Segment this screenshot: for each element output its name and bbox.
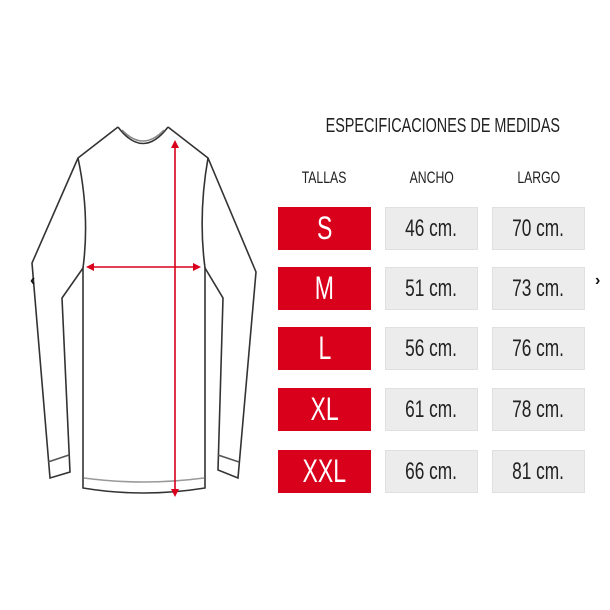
length-value: 81 cm. xyxy=(512,457,565,485)
prev-button[interactable]: ‹ xyxy=(30,272,35,290)
width-cell: 61 cm. xyxy=(385,388,478,431)
size-cell: XL xyxy=(278,388,371,431)
size-value: XXL xyxy=(302,453,347,489)
size-value: XL xyxy=(310,391,339,427)
length-value: 78 cm. xyxy=(512,395,565,423)
shirt-illustration xyxy=(31,126,257,497)
length-cell: 78 cm. xyxy=(492,388,585,431)
width-cell: 51 cm. xyxy=(385,267,478,310)
size-cell: M xyxy=(278,267,371,310)
chevron-left-icon: ‹ xyxy=(30,272,36,289)
width-value: 61 cm. xyxy=(405,395,458,423)
size-cell: L xyxy=(278,327,371,370)
width-value: 51 cm. xyxy=(405,274,458,302)
length-value: 76 cm. xyxy=(512,334,565,362)
width-cell: 46 cm. xyxy=(385,207,478,250)
shirt-outline xyxy=(31,126,257,494)
width-value: 46 cm. xyxy=(405,214,458,242)
length-cell: 70 cm. xyxy=(492,207,585,250)
length-cell: 73 cm. xyxy=(492,267,585,310)
size-value: S xyxy=(316,210,333,246)
chart-title: ESPECIFICACIONES DE MEDIDAS xyxy=(325,115,561,137)
measure-arrows xyxy=(86,140,201,497)
width-cell: 66 cm. xyxy=(385,450,478,493)
size-value: L xyxy=(318,330,331,366)
header-length: LARGO xyxy=(517,168,560,187)
width-value: 56 cm. xyxy=(405,334,458,362)
width-value: 66 cm. xyxy=(405,457,458,485)
length-value: 70 cm. xyxy=(512,214,565,242)
length-value: 73 cm. xyxy=(512,274,565,302)
length-cell: 76 cm. xyxy=(492,327,585,370)
size-value: M xyxy=(314,270,335,306)
next-button[interactable]: › xyxy=(595,272,600,290)
width-cell: 56 cm. xyxy=(385,327,478,370)
length-cell: 81 cm. xyxy=(492,450,585,493)
size-cell: XXL xyxy=(278,450,371,493)
header-width: ANCHO xyxy=(409,168,454,187)
chevron-right-icon: › xyxy=(595,272,601,289)
size-cell: S xyxy=(278,207,371,250)
header-size: TALLAS xyxy=(302,168,347,187)
